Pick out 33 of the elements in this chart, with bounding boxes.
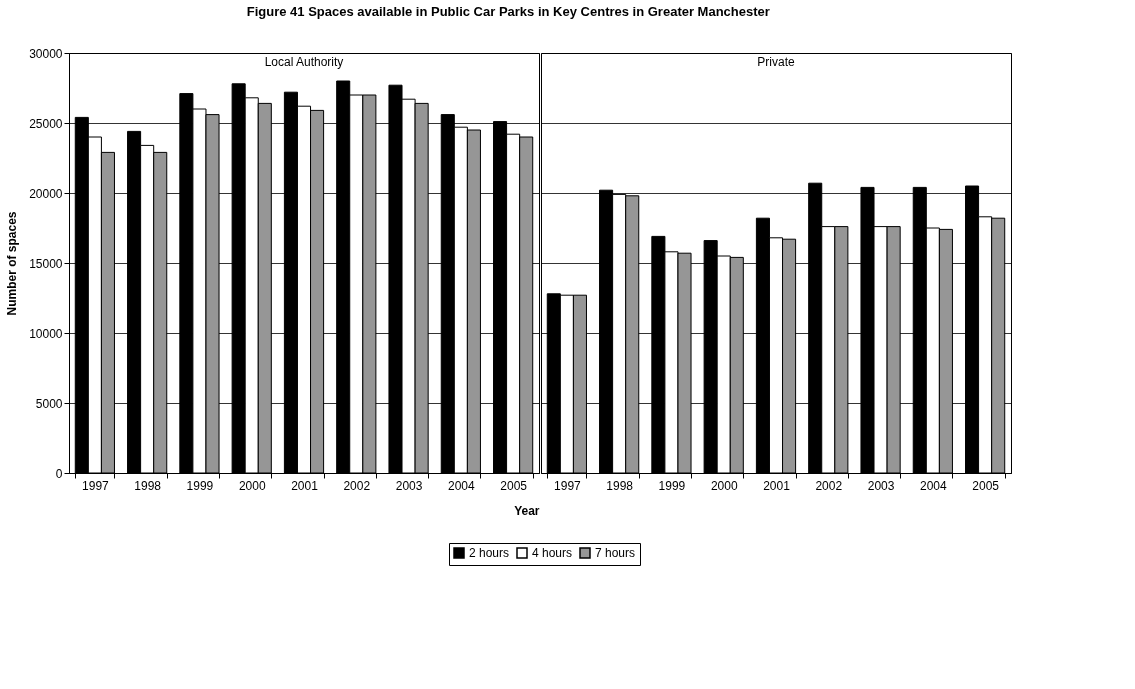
x-tick-label: 2002 [815, 478, 843, 493]
x-tick-label: 2001 [291, 478, 319, 493]
chart-title: Figure 41 Spaces available in Public Car Parks in Key Centres in Greater Manchester [246, 3, 770, 19]
legend-label: 4 hours [532, 546, 573, 560]
x-tick-label: 2000 [238, 478, 266, 493]
legend-label: 2 hours [469, 546, 510, 560]
x-tick-label: 1997 [554, 478, 582, 493]
x-tick-label: 2001 [763, 478, 791, 493]
x-tick-label: 1997 [82, 478, 110, 493]
y-tick-label: 25000 [29, 116, 63, 131]
y-tick-label: 30000 [29, 46, 63, 61]
x-tick-label: 2002 [343, 478, 371, 493]
x-tick-label: 2005 [500, 478, 528, 493]
annotation: Local Authority [264, 55, 344, 69]
x-tick-label: 2003 [395, 478, 423, 493]
y-tick-label: 5000 [35, 396, 63, 411]
x-tick-label: 2004 [447, 478, 476, 493]
x-tick-label: 1999 [186, 478, 214, 493]
x-tick-label: 1998 [606, 478, 634, 493]
y-axis-title: Number of spaces [5, 211, 20, 316]
y-tick-label: 0 [55, 466, 63, 481]
x-tick-label: 2003 [867, 478, 895, 493]
x-tick-label: 1999 [658, 478, 686, 493]
x-tick-label: 2000 [710, 478, 738, 493]
y-tick-label: 20000 [29, 186, 63, 201]
legend-label: 7 hours [595, 546, 636, 560]
y-tick-label: 10000 [29, 326, 63, 341]
x-tick-label: 2004 [919, 478, 948, 493]
x-axis-title: Year [514, 503, 540, 518]
x-tick-label: 2005 [972, 478, 1000, 493]
y-tick-label: 15000 [29, 256, 63, 271]
x-tick-label: 1998 [134, 478, 162, 493]
annotation: Private [757, 55, 795, 69]
